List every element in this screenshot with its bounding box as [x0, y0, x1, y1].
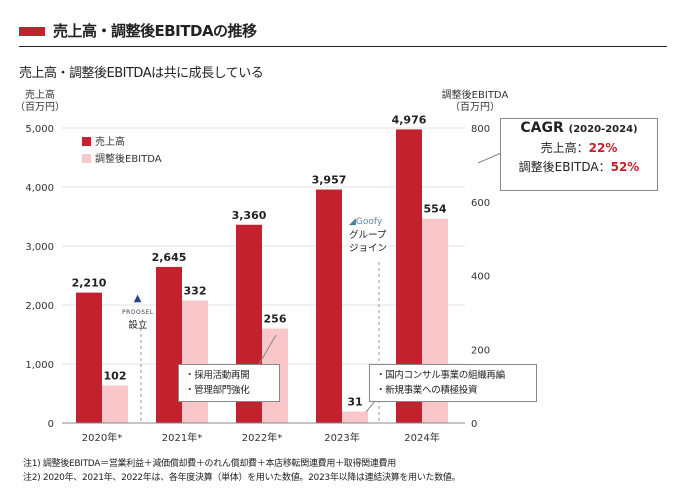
- y-tick-left: 4,000: [25, 183, 54, 194]
- subtitle: 売上高・調整後EBITDAは共に成長している: [19, 66, 264, 81]
- legend-swatch: [82, 154, 91, 163]
- title-marker: [19, 27, 45, 36]
- proosel-logo: ▲ PROOSEL: [122, 293, 154, 316]
- y-tick-right: 200: [471, 345, 490, 356]
- data-label: 332: [184, 285, 207, 298]
- sales-bar: [76, 292, 102, 423]
- goofy-text: グループ: [349, 230, 387, 241]
- callout-line: ・国内コンサル事業の組織再編: [376, 370, 505, 381]
- y-tick-right: 600: [471, 198, 490, 209]
- y-axis-right-label: 調整後EBITDA: [442, 88, 509, 101]
- callout-2023: ・国内コンサル事業の組織再編 ・新規事業への積極投資: [369, 364, 537, 402]
- y-tick-right: 800: [471, 124, 490, 135]
- data-label: 102: [104, 369, 127, 382]
- note-2: 注2) 2020年、2021年、2022年は、各年度決算（単体）を用いた数値。2…: [23, 473, 461, 483]
- legend-label: 売上高: [95, 135, 125, 148]
- y-axis-right-unit: （百万円）: [450, 101, 500, 113]
- title-divider: [19, 46, 667, 47]
- y-tick-left: 5,000: [25, 124, 54, 135]
- cagr-title: CAGR (2020-2024): [520, 120, 638, 136]
- cagr-sales: 売上高：22%: [540, 141, 618, 155]
- goofy-annotation: ◢Goofy グループ ジョイン: [349, 216, 387, 255]
- page-title: 売上高・調整後EBITDAの推移: [53, 22, 257, 40]
- legend-label: 調整後EBITDA: [95, 152, 162, 165]
- data-label: 554: [424, 203, 447, 216]
- data-label: 3,957: [312, 174, 347, 187]
- callout-connector: [258, 334, 277, 365]
- ebitda-bar: [182, 300, 208, 423]
- y-tick-left: 2,000: [25, 301, 54, 312]
- data-label: 256: [264, 313, 287, 326]
- goofy-text: ジョイン: [349, 243, 388, 254]
- callout-line: ・新規事業への積極投資: [376, 385, 478, 396]
- y-tick-left: 3,000: [25, 242, 54, 253]
- y-axis-left-unit: （百万円）: [15, 101, 65, 113]
- y-tick-right: 400: [471, 272, 490, 283]
- proosel-annotation: ▲ PROOSEL 設立: [122, 292, 154, 332]
- goofy-logo: ◢Goofy: [349, 217, 383, 227]
- cagr-box: CAGR (2020-2024) 売上高：22% 調整後EBITDA：52%: [500, 118, 658, 191]
- y-tick-left: 0: [48, 419, 54, 430]
- note-1: 注1) 調整後EBITDA＝営業利益＋減価償却費＋のれん償却費＋本店移転関連費用…: [23, 459, 396, 469]
- callout-2022: ・採用活動再開 ・管理部門強化: [178, 364, 280, 402]
- y-tick-left: 1,000: [25, 360, 54, 371]
- data-label: 31: [347, 396, 362, 409]
- ebitda-bar: [102, 385, 128, 423]
- data-label: 4,976: [392, 113, 427, 126]
- callout-line: ・管理部門強化: [185, 385, 250, 396]
- sales-bar: [316, 189, 342, 423]
- y-axis-left-label: 売上高: [25, 88, 55, 101]
- proosel-text: 設立: [128, 320, 148, 331]
- legend-swatch: [82, 137, 91, 146]
- data-label: 2,210: [72, 277, 107, 290]
- ebitda-bar: [342, 411, 368, 423]
- data-label: 2,645: [152, 251, 187, 264]
- x-tick: 2022年*: [242, 431, 282, 444]
- data-label: 3,360: [232, 209, 267, 222]
- sales-bar: [156, 266, 182, 423]
- y-tick-right: 0: [471, 419, 477, 430]
- cagr-ebitda: 調整後EBITDA：52%: [518, 160, 640, 174]
- callout-line: ・採用活動再開: [185, 370, 250, 381]
- x-tick: 2023年: [324, 431, 359, 444]
- x-tick: 2021年*: [162, 431, 202, 444]
- x-tick: 2020年*: [82, 431, 122, 444]
- x-tick: 2024年: [404, 431, 439, 444]
